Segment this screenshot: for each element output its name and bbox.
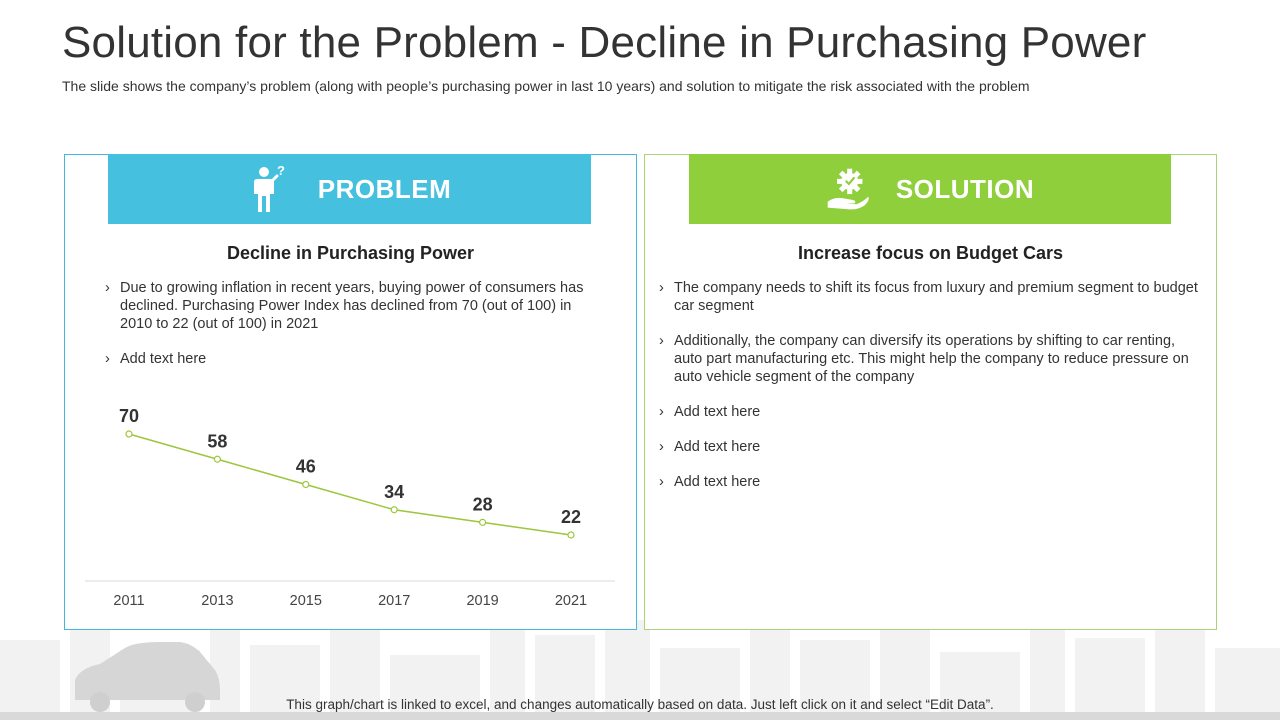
data-point (567, 531, 575, 539)
thinking-person-icon: ? (248, 164, 292, 214)
list-item: Add text here (105, 350, 585, 368)
data-point (125, 430, 133, 438)
page-subtitle: The slide shows the company’s problem (a… (62, 78, 1030, 94)
list-item: Add text here (659, 403, 1204, 421)
solution-banner: SOLUTION (689, 154, 1171, 224)
purchasing-power-line-chart[interactable]: 70 2011 58 2013 46 2015 34 2017 28 2019 22 2021 (65, 391, 638, 621)
problem-bullet-list: Due to growing inflation in recent years… (105, 279, 585, 385)
solution-banner-label: SOLUTION (895, 173, 1035, 204)
list-item: Additionally, the company can diversify … (659, 332, 1204, 386)
data-label: 46 (296, 457, 316, 477)
x-tick-label: 2015 (290, 593, 322, 609)
x-tick-label: 2021 (555, 593, 587, 609)
x-tick-label: 2019 (466, 593, 498, 609)
gear-in-hand-icon (826, 164, 870, 214)
list-item: Add text here (659, 473, 1204, 491)
data-point (390, 506, 398, 514)
list-item: The company needs to shift its focus fro… (659, 279, 1204, 315)
solution-panel: SOLUTION Increase focus on Budget Cars T… (644, 154, 1217, 630)
data-label: 58 (207, 431, 227, 451)
chart-footer-note: This graph/chart is linked to excel, and… (286, 697, 994, 712)
svg-text:?: ? (277, 164, 285, 178)
data-label: 70 (119, 406, 139, 426)
car-silhouette-icon (75, 642, 220, 712)
data-point (479, 518, 487, 526)
data-label: 34 (384, 482, 404, 502)
data-label: 22 (561, 507, 581, 527)
list-item: Due to growing inflation in recent years… (105, 279, 585, 333)
list-item: Add text here (659, 438, 1204, 456)
problem-panel: ? PROBLEM Decline in Purchasing Power Du… (64, 154, 637, 630)
solution-bullet-list: The company needs to shift its focus fro… (659, 279, 1204, 508)
data-point (302, 480, 310, 489)
page-title: Solution for the Problem - Decline in Pu… (62, 18, 1147, 67)
problem-banner: ? PROBLEM (108, 154, 591, 224)
x-tick-label: 2013 (201, 593, 233, 609)
solution-heading: Increase focus on Budget Cars (797, 243, 1064, 263)
data-point (213, 455, 221, 463)
series-line (128, 433, 572, 536)
x-tick-label: 2017 (378, 593, 410, 609)
data-label: 28 (473, 494, 493, 514)
bottom-divider (0, 712, 1280, 720)
problem-heading: Decline in Purchasing Power (226, 243, 475, 263)
x-tick-label: 2011 (113, 593, 144, 609)
problem-banner-label: PROBLEM (317, 173, 452, 204)
